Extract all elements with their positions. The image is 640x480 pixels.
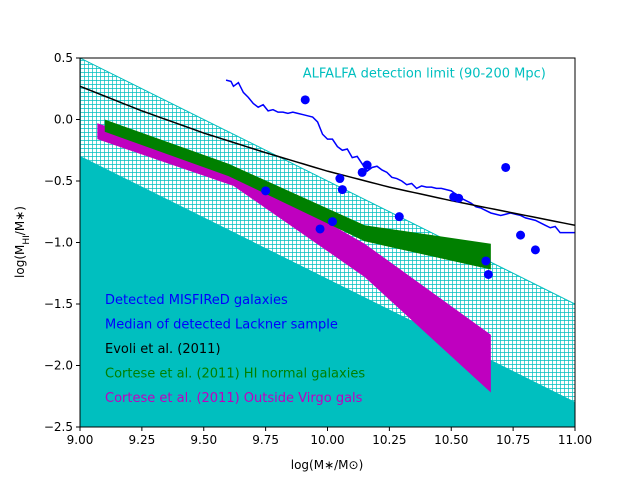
misfired-point: [327, 217, 337, 227]
misfired-point: [357, 167, 367, 177]
misfired-point: [394, 212, 404, 222]
legend-entry: Evoli et al. (2011): [105, 342, 221, 357]
x-axis-ticks: 9.00 9.25 9.50 9.75 10.00 10.25 10.50 10.75 11.0…: [67, 427, 592, 447]
misfired-point: [261, 186, 271, 196]
misfired-point: [337, 185, 347, 195]
misfired-point: [481, 256, 491, 266]
y-tick-label: −1.5: [44, 297, 73, 311]
x-tick-label: 10.25: [372, 433, 406, 447]
misfired-point: [516, 230, 526, 240]
lackner-median-line: [225, 79, 575, 234]
misfired-point: [315, 224, 325, 234]
evoli-curve: [80, 85, 575, 227]
y-axis-label-main: log(M: [13, 245, 27, 278]
x-axis-label: log(M∗/M⊙): [291, 458, 364, 472]
y-axis-label: log(MHI/M∗): [13, 206, 32, 278]
x-tick-label: 9.25: [129, 433, 156, 447]
cortese-hi-normal-band: [104, 119, 491, 270]
legend-entry: Median of detected Lackner sample: [105, 318, 338, 333]
misfired-point: [300, 95, 310, 105]
misfired-points: [261, 95, 540, 279]
x-tick-label: 11.00: [558, 433, 592, 447]
x-tick-label: 10.50: [434, 433, 468, 447]
y-tick-label: 0.0: [54, 113, 73, 127]
x-tick-label: 9.75: [252, 433, 279, 447]
y-tick-label: −1.0: [44, 236, 73, 250]
misfired-point: [454, 193, 464, 203]
y-tick-label: −2.0: [44, 359, 73, 373]
y-axis-ticks: 0.5 0.0 −0.5 −1.0 −1.5 −2.0 −2.5: [44, 51, 80, 434]
x-tick-label: 9.00: [67, 433, 94, 447]
y-tick-label: 0.5: [54, 51, 73, 65]
y-tick-label: −2.5: [44, 420, 73, 434]
legend-entry: Detected MISFIReD galaxies: [105, 293, 288, 308]
misfired-point: [362, 160, 372, 170]
legend-entry: Cortese et al. (2011) Outside Virgo gals: [105, 391, 363, 406]
misfired-point: [483, 269, 493, 279]
x-tick-label: 10.00: [310, 433, 344, 447]
plot-area: [80, 58, 575, 427]
y-axis-label-sub: HI: [22, 235, 32, 244]
detection-limit-filled-region: [80, 156, 575, 427]
legend-entry: Cortese et al. (2011) HI normal galaxies: [105, 367, 365, 382]
x-tick-label: 9.50: [190, 433, 217, 447]
misfired-point: [335, 174, 345, 184]
y-tick-label: −0.5: [44, 174, 73, 188]
y-axis-label-tail: /M∗): [13, 206, 27, 235]
x-tick-label: 10.75: [496, 433, 530, 447]
misfired-point: [530, 245, 540, 255]
misfired-point: [501, 162, 511, 172]
cortese-outside-virgo-band: [97, 123, 491, 393]
legend: Detected MISFIReD galaxies Median of dete…: [105, 293, 365, 406]
alfalfa-annotation: ALFALFA detection limit (90-200 Mpc): [303, 67, 546, 82]
